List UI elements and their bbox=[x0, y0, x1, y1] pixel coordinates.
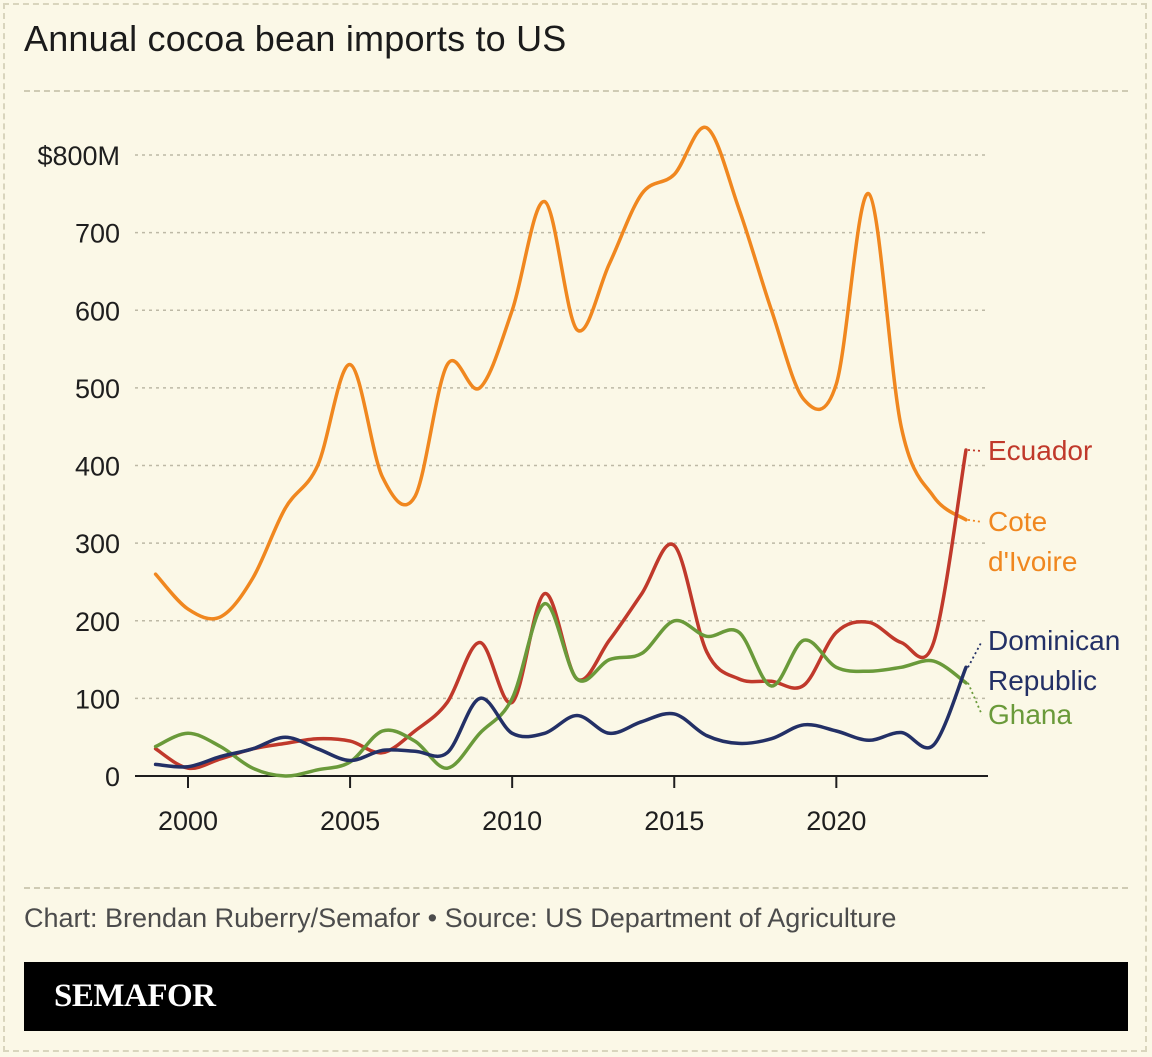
leader-dominican-republic bbox=[967, 640, 983, 668]
axes: 0 100 200 300 400 500 600 700 $800M 2000 2005 2010 2… bbox=[37, 141, 988, 836]
series-lines bbox=[153, 125, 968, 778]
bottom-divider bbox=[24, 887, 1128, 889]
semafor-logo: SEMAFOR bbox=[54, 978, 216, 1014]
line-chart: 0 100 200 300 400 500 600 700 $800M 2000 2005 2010 2… bbox=[37, 125, 1120, 836]
series-label-dominican-republic: Dominican bbox=[988, 625, 1120, 656]
y-tick-label: 200 bbox=[75, 607, 120, 637]
chart-frame bbox=[3, 3, 1147, 1052]
leader-ghana bbox=[967, 682, 983, 716]
series-label-dominican-republic: Republic bbox=[988, 665, 1097, 696]
x-tick-label: 2000 bbox=[158, 806, 218, 836]
x-tick-label: 2015 bbox=[644, 806, 704, 836]
series-label-ecuador: Ecuador bbox=[988, 435, 1092, 466]
series-line-ghana bbox=[153, 601, 968, 778]
series-line-dominican-republic bbox=[153, 665, 968, 769]
x-tick-label: 2005 bbox=[320, 806, 380, 836]
y-tick-label: 100 bbox=[75, 684, 120, 714]
y-tick-label: 400 bbox=[75, 452, 120, 482]
leader-ecuador bbox=[967, 449, 983, 452]
source-credit: Chart: Brendan Ruberry/Semafor • Source:… bbox=[24, 903, 897, 933]
y-tick-label: 500 bbox=[75, 374, 120, 404]
series-line-ecuador bbox=[153, 448, 968, 771]
top-divider bbox=[24, 90, 1128, 92]
brand-bar: SEMAFOR bbox=[24, 962, 1128, 1031]
y-tick-label: 0 bbox=[105, 762, 120, 792]
series-labels: Cote d'Ivoire Ecuador Ghana Dominican Republi… bbox=[967, 435, 1120, 730]
series-label-cote-d-ivoire: d'Ivoire bbox=[988, 546, 1077, 577]
series-label-cote-d-ivoire: Cote bbox=[988, 506, 1047, 537]
y-tick-label: 600 bbox=[75, 296, 120, 326]
x-tick-label: 2010 bbox=[482, 806, 542, 836]
y-tick-label: 700 bbox=[75, 219, 120, 249]
chart-title: Annual cocoa bean imports to US bbox=[24, 18, 567, 59]
y-tick-label: 300 bbox=[75, 529, 120, 559]
series-label-ghana: Ghana bbox=[988, 699, 1072, 730]
leader-cote-d-ivoire bbox=[967, 518, 983, 523]
y-tick-label: $800M bbox=[37, 141, 120, 171]
x-tick-label: 2020 bbox=[806, 806, 866, 836]
series-line-cote-d-ivoire bbox=[153, 125, 968, 621]
gridlines bbox=[135, 154, 988, 700]
